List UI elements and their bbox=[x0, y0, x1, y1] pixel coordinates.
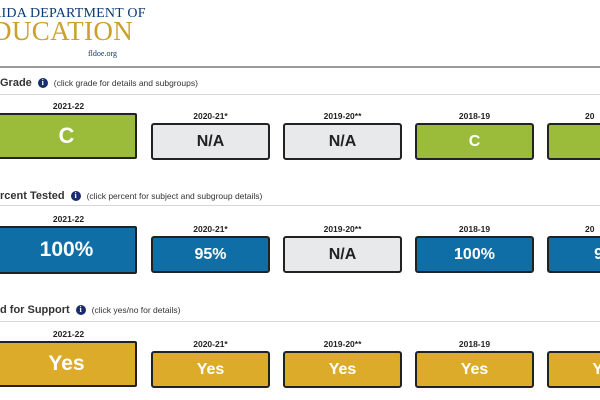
year-label: 2018-19 bbox=[458, 339, 491, 349]
year-label: 2018-19 bbox=[458, 111, 491, 121]
info-icon[interactable]: i bbox=[75, 305, 86, 315]
percent-tile[interactable]: 100% bbox=[415, 236, 534, 273]
year-label: 2019-20** bbox=[323, 111, 362, 121]
section-divider bbox=[0, 205, 600, 206]
percent-tile[interactable]: N/A bbox=[283, 236, 402, 273]
section-hint: (click grade for details and subgroups) bbox=[53, 78, 198, 88]
year-label: 2020-21* bbox=[193, 111, 228, 121]
section-divider bbox=[0, 321, 600, 322]
grade-tile[interactable]: N/A bbox=[283, 123, 402, 160]
grade-tile[interactable]: C bbox=[415, 123, 534, 160]
info-icon[interactable]: i bbox=[37, 78, 48, 88]
section-title: rcent Tested bbox=[0, 190, 65, 202]
grade-tile-current[interactable]: C bbox=[0, 113, 137, 159]
info-icon[interactable]: i bbox=[70, 191, 81, 201]
percent-tile-current[interactable]: 100% bbox=[0, 226, 137, 274]
section-title: d for Support bbox=[0, 304, 70, 316]
section-support-header: d for Support i (click yes/no for detail… bbox=[0, 302, 180, 318]
year-label: 20 bbox=[585, 111, 595, 121]
support-tile[interactable]: Y bbox=[547, 351, 600, 388]
logo-line1: RIDA DEPARTMENT OF bbox=[0, 6, 146, 21]
section-hint: (click percent for subject and subgroup … bbox=[86, 191, 263, 201]
section-percent-tested-header: rcent Tested i (click percent for subjec… bbox=[0, 188, 262, 204]
year-label: 2021-22 bbox=[52, 329, 85, 339]
year-label: 2021-22 bbox=[52, 214, 85, 224]
year-label: 2018-19 bbox=[458, 224, 491, 234]
year-label: 2020-21* bbox=[193, 339, 228, 349]
logo-line2: DUCATION bbox=[0, 16, 134, 46]
support-tile[interactable]: Yes bbox=[151, 351, 270, 388]
year-label: 2020-21* bbox=[193, 224, 228, 234]
section-hint: (click yes/no for details) bbox=[91, 305, 181, 315]
percent-tile[interactable]: 9 bbox=[547, 236, 600, 273]
percent-tile[interactable]: 95% bbox=[151, 236, 270, 273]
logo-url: fldoe.org bbox=[88, 49, 117, 58]
support-tile[interactable]: Yes bbox=[415, 351, 534, 388]
header-divider bbox=[0, 66, 600, 68]
year-label: 20 bbox=[585, 224, 595, 234]
section-grade-header: Grade i (click grade for details and sub… bbox=[0, 75, 198, 91]
grade-tile[interactable] bbox=[547, 123, 600, 160]
section-title: Grade bbox=[0, 77, 32, 89]
support-tile-current[interactable]: Yes bbox=[0, 341, 137, 387]
year-label: 2019-20** bbox=[323, 339, 362, 349]
year-label: 2019-20** bbox=[323, 224, 362, 234]
support-tile[interactable]: Yes bbox=[283, 351, 402, 388]
section-divider bbox=[0, 94, 600, 95]
year-label: 2021-22 bbox=[52, 101, 85, 111]
grade-tile[interactable]: N/A bbox=[151, 123, 270, 160]
fldoe-logo[interactable]: RIDA DEPARTMENT OF DUCATION fldoe.org bbox=[0, 6, 145, 60]
